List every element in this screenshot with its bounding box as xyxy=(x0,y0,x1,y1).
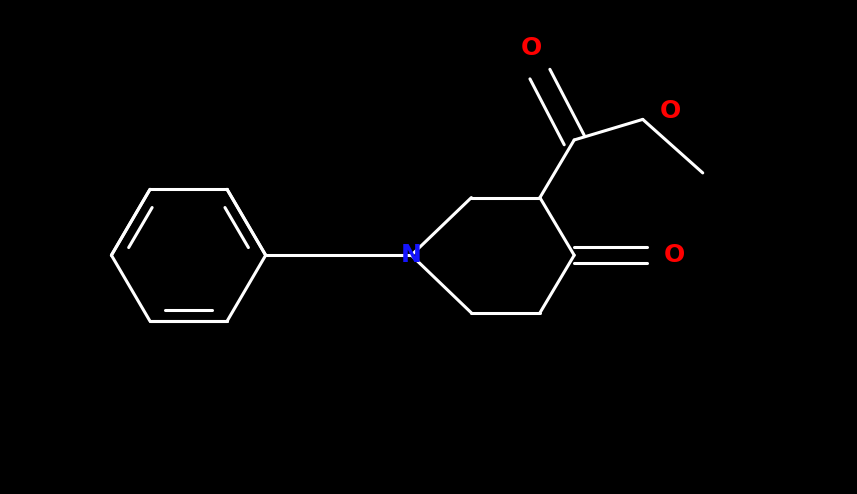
Text: O: O xyxy=(660,99,680,123)
Text: O: O xyxy=(521,36,542,60)
Text: N: N xyxy=(401,243,422,267)
Text: O: O xyxy=(664,243,685,267)
